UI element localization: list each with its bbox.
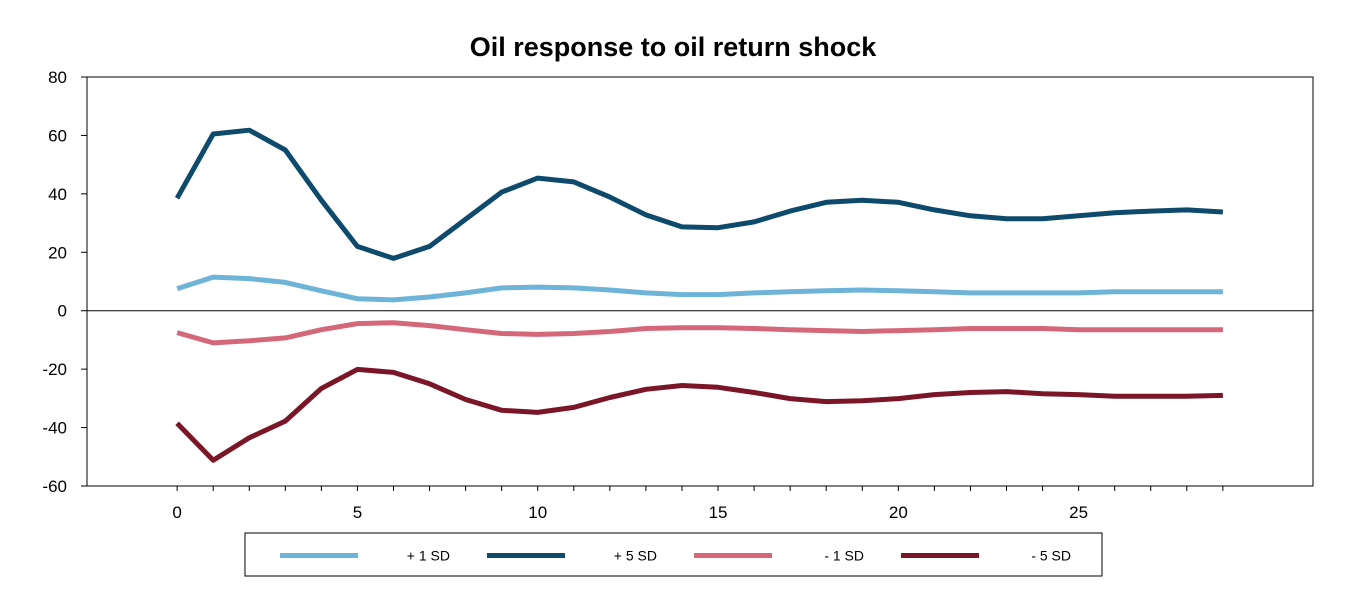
x-tick-label: 25 [1069, 503, 1088, 522]
x-tick-label: 5 [353, 503, 362, 522]
x-tick-label: 0 [172, 503, 181, 522]
series-line-4 [175, 366, 1223, 463]
legend: + 1 SD + 5 SD - 1 SD - 5 SD [244, 532, 1103, 577]
y-tick-label: 0 [58, 302, 67, 321]
chart-title: Oil response to oil return shock [470, 32, 878, 62]
plot-area-frame [86, 76, 1314, 487]
legend-label-4: - 5 SD [1031, 548, 1071, 564]
y-tick-label: -20 [42, 360, 67, 379]
series-line-1 [176, 274, 1223, 303]
legend-label-3: - 1 SD [824, 548, 864, 564]
legend-label-2: + 5 SD [614, 548, 657, 564]
y-tick-label: 60 [48, 126, 67, 145]
series-lines [174, 127, 1224, 463]
y-tick-label: 40 [48, 185, 67, 204]
x-axis: 0 5 10 15 20 25 [172, 486, 1224, 522]
y-tick-label: 20 [48, 243, 67, 262]
legend-label-1: + 1 SD [407, 548, 450, 564]
series-line-3 [176, 320, 1223, 346]
x-tick-label: 10 [528, 503, 547, 522]
series-line-2 [174, 127, 1224, 261]
y-tick-label: 80 [48, 68, 67, 87]
y-tick-label: -40 [42, 419, 67, 438]
x-tick-label: 20 [889, 503, 908, 522]
y-axis: 80 60 40 20 0 -20 -40 -60 [42, 68, 87, 496]
x-tick-label: 15 [709, 503, 728, 522]
y-tick-label: -60 [42, 477, 67, 496]
